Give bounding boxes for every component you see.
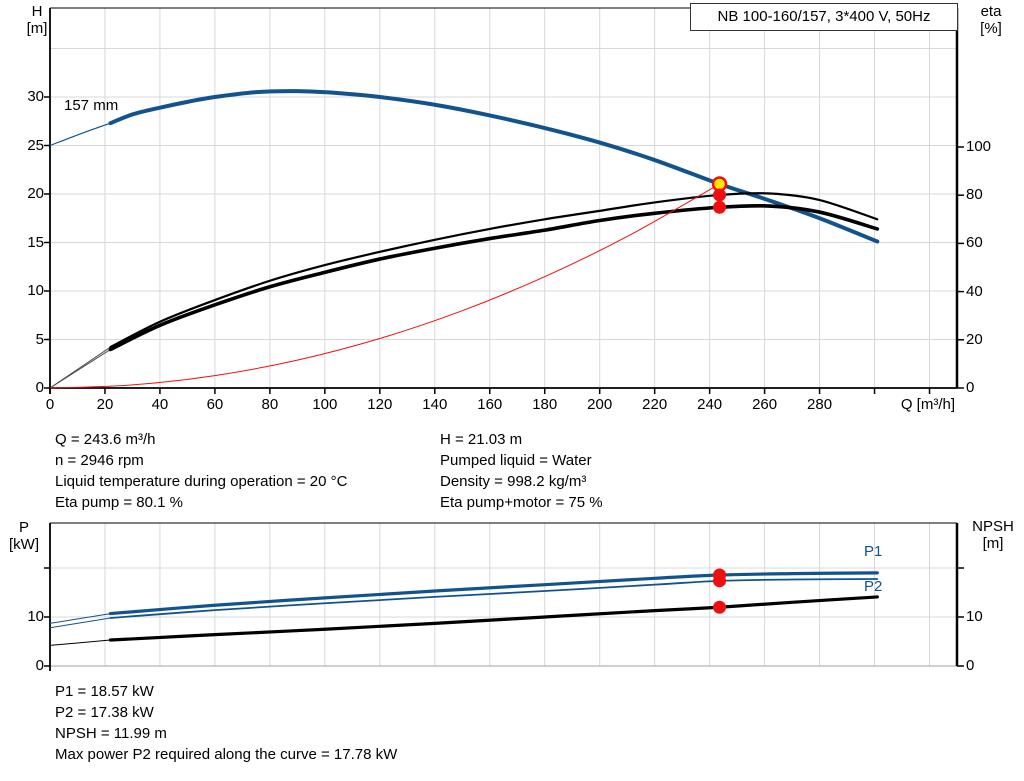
duty-point-npsh: [713, 600, 727, 614]
eta-axis-name: eta: [980, 3, 1002, 20]
left-tick-label-25: 25: [27, 136, 44, 154]
x-tick-label-100: 100: [312, 396, 338, 413]
x-tick-label-240: 240: [697, 396, 723, 413]
p1-curve-lead: [49, 613, 111, 624]
x-tick-label-180: 180: [532, 396, 558, 413]
x-tick-label-220: 220: [642, 396, 668, 413]
npsh-axis-name: NPSH: [972, 518, 1014, 535]
x-tick-label-0: 0: [45, 396, 55, 413]
left-tick-label-15: 15: [27, 233, 44, 251]
eta-pump-curve: [109, 192, 879, 349]
detail-npsh: NPSH = 11.99 m: [55, 725, 167, 742]
eta-pump-motor-curve: [108, 203, 880, 352]
system-curve: [49, 183, 720, 389]
x-tick-label-140: 140: [422, 396, 448, 413]
npsh-axis-label: NPSH [m]: [962, 518, 1024, 552]
detail-head: H = 21.03 m: [440, 431, 523, 448]
right-tick-label-0: 0: [966, 379, 975, 396]
x-tick-label-200: 200: [587, 396, 613, 413]
x-tick-label-160: 160: [477, 396, 503, 413]
x-tick-label-280: 280: [807, 396, 833, 413]
detail-temperature: Liquid temperature during operation = 20…: [55, 473, 348, 490]
p-axis-label: P [kW]: [1, 519, 47, 553]
h-axis-label: H [m]: [18, 3, 56, 37]
right-tick-label-0: 0: [966, 657, 975, 674]
left-tick-label-10: 10: [27, 608, 44, 625]
detail-p2: P2 = 17.38 kW: [55, 704, 154, 721]
h-axis-unit: [m]: [26, 20, 48, 37]
detail-eta-pump: Eta pump = 80.1 %: [55, 494, 183, 511]
left-tick-label-0: 0: [35, 379, 44, 396]
p1-curve-label: P1: [864, 543, 883, 560]
left-tick-label-30: 30: [27, 88, 44, 105]
detail-max-p2: Max power P2 required along the curve = …: [55, 746, 398, 763]
right-tick-label-80: 80: [966, 186, 983, 204]
right-tick-label-40: 40: [966, 282, 983, 300]
right-tick-label-20: 20: [966, 330, 983, 348]
hq-chart: [44, 7, 964, 394]
h-axis-name: H: [31, 3, 43, 20]
p1-curve: [108, 571, 879, 616]
duty-point-details-left: Q = 243.6 m³/h n = 2946 rpm Liquid tempe…: [55, 429, 347, 513]
x-tick-label-40: 40: [151, 396, 169, 413]
power-npsh-chart: [44, 522, 964, 671]
right-tick-label-100: 100: [966, 138, 992, 155]
right-tick-label-60: 60: [966, 234, 983, 252]
npsh-curve-lead: [49, 639, 111, 646]
detail-liquid: Pumped liquid = Water: [440, 452, 592, 469]
duty-point-eta-pump-motor: [713, 200, 727, 214]
left-tick-label-5: 5: [35, 330, 44, 348]
p2-curve: [109, 578, 879, 619]
x-tick-label-20: 20: [96, 396, 114, 413]
duty-point-eta-pump: [713, 188, 727, 202]
detail-eta-pump-motor: Eta pump+motor = 75 %: [440, 494, 603, 511]
npsh-curve: [108, 595, 879, 642]
eta-axis-label: eta [%]: [968, 3, 1014, 37]
head-curve-157mm: [108, 89, 880, 244]
power-npsh-details: P1 = 18.57 kW P2 = 17.38 kW NPSH = 11.99…: [55, 681, 397, 765]
duty-point-details-right: H = 21.03 m Pumped liquid = Water Densit…: [440, 429, 603, 513]
eta-pump-motor-curve-lead: [49, 349, 111, 389]
left-tick-label-10: 10: [27, 282, 44, 299]
x-tick-label-260: 260: [752, 396, 778, 413]
impeller-diameter-label: 157 mm: [64, 97, 119, 114]
detail-speed: n = 2946 rpm: [55, 452, 144, 469]
q-axis-label: Q [m³/h]: [900, 396, 955, 413]
pump-title-box: NB 100-160/157, 3*400 V, 50Hz: [690, 3, 958, 31]
p-axis-name: P: [18, 519, 29, 536]
duty-point-p2: [713, 574, 727, 588]
eta-axis-unit: [%]: [980, 20, 1002, 37]
head-curve-157mm-lead: [49, 122, 111, 147]
detail-p1: P1 = 18.57 kW: [55, 683, 154, 700]
right-tick-label-10: 10: [966, 608, 983, 625]
detail-flow: Q = 243.6 m³/h: [55, 431, 156, 448]
left-tick-label-0: 0: [35, 657, 44, 674]
x-tick-label-120: 120: [367, 396, 393, 413]
x-tick-label-60: 60: [206, 396, 224, 413]
detail-density: Density = 998.2 kg/m³: [440, 473, 587, 490]
p2-curve-label: P2: [864, 578, 883, 595]
p-axis-unit: [kW]: [9, 536, 39, 553]
npsh-axis-unit: [m]: [982, 535, 1004, 552]
left-tick-label-20: 20: [27, 185, 44, 202]
x-tick-label-80: 80: [261, 396, 279, 413]
p2-curve-lead: [49, 617, 111, 629]
